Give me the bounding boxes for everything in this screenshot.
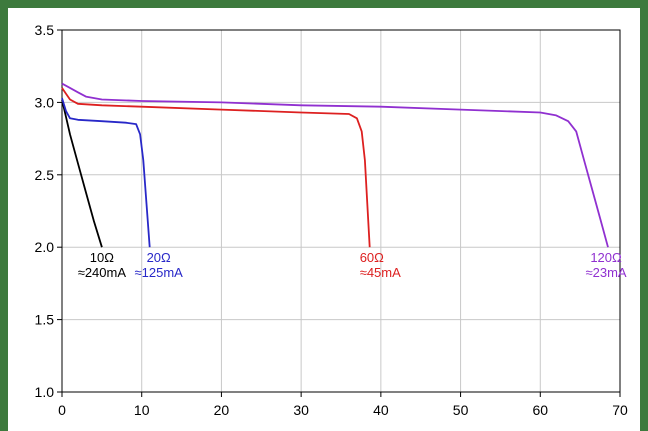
- x-tick-label: 40: [373, 402, 389, 418]
- series-lines: [61, 82, 609, 248]
- series-label-1-line-1: ≈125mA: [135, 265, 184, 280]
- series-line-1: [61, 97, 151, 248]
- x-tick-label: 70: [612, 402, 628, 418]
- y-tick-label: 2.5: [35, 167, 55, 183]
- grid: [62, 30, 620, 392]
- y-tick-label: 2.0: [35, 239, 55, 255]
- plot-border: [61, 29, 621, 393]
- y-tick-labels: 1.0 1.5 2.0 2.5 3.0 3.5: [35, 22, 55, 400]
- y-tick-label: 1.0: [35, 384, 55, 400]
- series-line-0: [61, 99, 103, 248]
- series-label-0-line-1: ≈240mA: [78, 265, 127, 280]
- x-tick-label: 50: [453, 402, 469, 418]
- axis-ticks: [57, 29, 621, 397]
- series-line-2: [61, 87, 371, 248]
- series-label-2-line-1: ≈45mA: [360, 265, 401, 280]
- y-tick-label: 3.0: [35, 94, 55, 110]
- x-tick-label: 10: [134, 402, 150, 418]
- x-tick-label: 0: [58, 402, 66, 418]
- series-label-3-line-1: ≈23mA: [585, 265, 626, 280]
- series-line-3: [61, 82, 609, 248]
- x-tick-label: 60: [532, 402, 548, 418]
- series-label-0-line-0: 10Ω: [90, 250, 114, 265]
- series-labels: 10Ω≈240mA 20Ω≈125mA 60Ω≈45mA 120Ω≈23mA: [78, 250, 627, 280]
- x-tick-label: 30: [293, 402, 309, 418]
- y-tick-label: 1.5: [35, 312, 55, 328]
- series-label-2-line-0: 60Ω: [360, 250, 384, 265]
- x-tick-label: 20: [214, 402, 230, 418]
- x-tick-labels: 0 10 20 30 40 50 60 70: [58, 402, 628, 418]
- series-label-1-line-0: 20Ω: [147, 250, 171, 265]
- chart-panel: [8, 8, 640, 431]
- y-tick-label: 3.5: [35, 22, 55, 38]
- series-label-3-line-0: 120Ω: [590, 250, 622, 265]
